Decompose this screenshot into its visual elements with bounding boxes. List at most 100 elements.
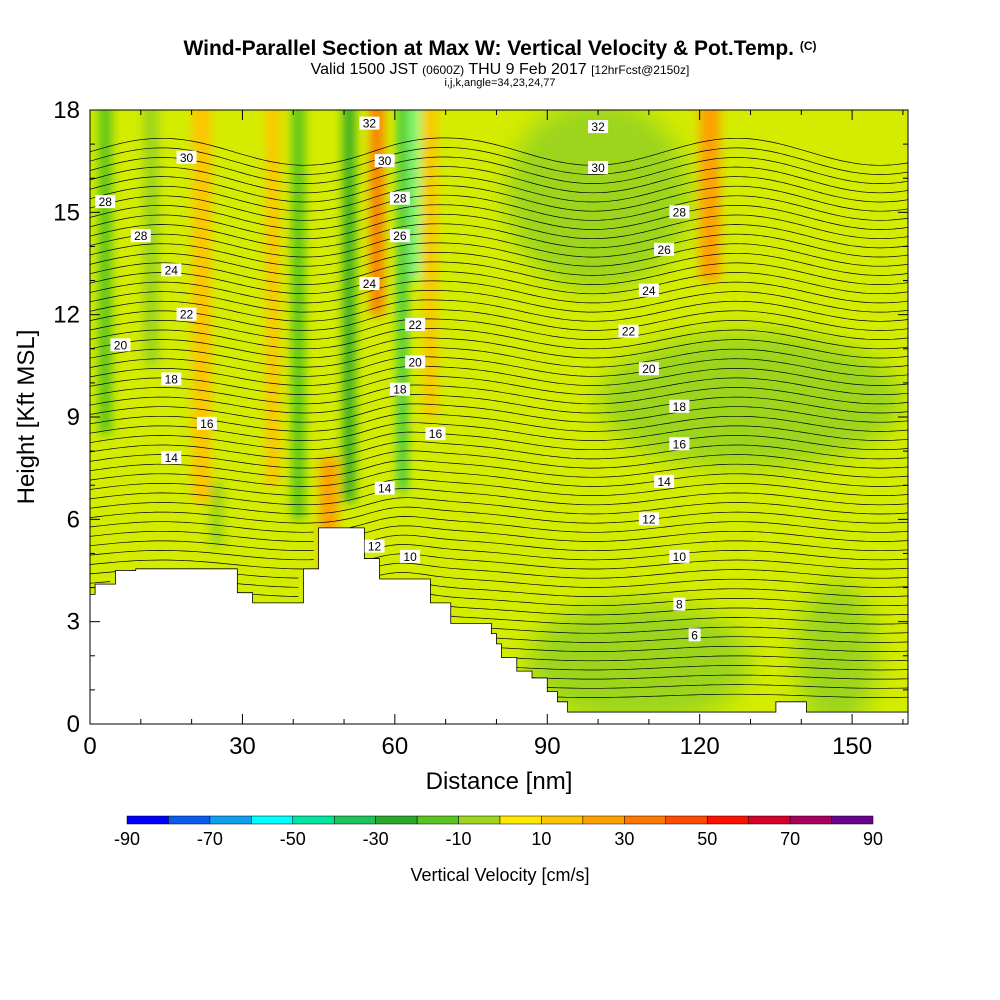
theta-contour	[90, 412, 908, 432]
axis-ticks: 0 30 60 90 120 150 0 3 6 9 12 15 18	[53, 97, 908, 760]
theta-label-text: 32	[363, 117, 377, 131]
theta-label: 16	[669, 437, 690, 451]
theta-contour	[90, 137, 908, 166]
colorbar-swatch	[789, 815, 832, 825]
velocity-band	[192, 110, 211, 503]
colorbar-tick-label: 30	[614, 829, 634, 849]
velocity-band	[398, 110, 407, 493]
theta-label: 20	[405, 355, 426, 369]
colorbar-tick-label: -30	[363, 829, 389, 849]
colorbar-swatch	[416, 815, 459, 825]
theta-label-text: 12	[642, 512, 656, 526]
theta-label-text: 18	[673, 400, 687, 414]
colorbar-swatch	[292, 815, 335, 825]
terrain	[90, 527, 908, 724]
velocity-band	[266, 110, 280, 486]
colorbar-tick-label: 50	[697, 829, 717, 849]
colorbar-swatch	[582, 815, 625, 825]
theta-label-bg	[110, 338, 131, 352]
theta-label: 22	[405, 317, 426, 332]
theta-contour	[90, 375, 908, 396]
colorbar-swatch	[458, 815, 501, 825]
valid-date: THU 9 Feb 2017	[468, 61, 587, 78]
theta-contour	[90, 166, 908, 194]
theta-contour	[90, 403, 908, 423]
theta-label-text: 16	[200, 417, 214, 431]
theta-label: 28	[669, 205, 690, 219]
theta-contour	[90, 299, 908, 322]
theta-label-bg	[654, 242, 675, 256]
theta-contour	[90, 252, 908, 276]
y-tick-label: 15	[53, 199, 80, 226]
colorbar-swatch	[499, 815, 542, 825]
y-tick-label: 12	[53, 302, 80, 329]
theta-label-text: 18	[165, 372, 179, 386]
theta-label: 16	[425, 427, 446, 441]
theta-label-text: 22	[408, 318, 422, 332]
x-axis-label: Distance [nm]	[426, 768, 573, 795]
theta-label: 18	[669, 399, 690, 414]
colorbar-swatch	[665, 815, 708, 825]
theta-contour	[90, 506, 908, 524]
theta-label-bg	[400, 549, 421, 563]
theta-contour	[90, 327, 908, 350]
valid-time: Valid 1500 JST	[310, 61, 418, 78]
chart-title-text: Wind-Parallel Section at Max W: Vertical…	[183, 37, 794, 60]
theta-contour	[90, 422, 908, 441]
theta-contour	[531, 674, 908, 680]
x-tick-label: 60	[381, 733, 408, 760]
theta-label: 28	[95, 195, 116, 209]
y-tick-label: 18	[53, 97, 80, 124]
theta-contour	[90, 469, 908, 487]
colorbar-swatch	[209, 815, 252, 825]
theta-label-bg	[669, 437, 690, 451]
theta-contour	[90, 318, 908, 340]
theta-label-bg	[130, 229, 151, 243]
colorbar-swatch	[831, 815, 874, 825]
theta-label-bg	[176, 150, 197, 164]
theta-label-bg	[161, 450, 182, 464]
theta-label: 28	[130, 229, 151, 243]
theta-label-bg	[654, 474, 675, 488]
theta-label-bg	[688, 628, 701, 642]
theta-contour	[90, 204, 908, 230]
theta-contour	[501, 655, 908, 662]
velocity-region	[506, 110, 690, 291]
valid-utc: (0600Z)	[422, 63, 465, 77]
theta-contour	[496, 636, 908, 643]
theta-contour	[90, 242, 908, 267]
theta-contour	[90, 394, 908, 414]
theta-contour	[501, 645, 908, 652]
colorbar-swatch	[748, 815, 791, 825]
theta-label: 32	[588, 120, 609, 134]
chart-subtitle: Valid 1500 JST (0600Z) THU 9 Feb 2017 [1…	[0, 61, 1000, 79]
theta-label-text: 22	[622, 325, 636, 339]
theta-contour	[90, 431, 908, 451]
theta-label-bg	[638, 512, 659, 526]
section-params: i,j,k,angle=34,23,24,77	[444, 77, 556, 89]
theta-label-bg	[359, 116, 380, 130]
theta-label: 16	[196, 416, 217, 431]
theta-label: 30	[374, 154, 395, 168]
colorbar-tick-label: -10	[446, 829, 472, 849]
theta-label: 12	[638, 512, 659, 526]
theta-label: 22	[176, 307, 197, 322]
theta-contour	[90, 346, 908, 368]
theta-label: 24	[638, 283, 659, 298]
theta-contour	[90, 365, 908, 386]
theta-contour	[90, 290, 908, 313]
y-tick-label: 3	[67, 609, 80, 636]
theta-label-text: 28	[99, 195, 113, 209]
chart-title: Wind-Parallel Section at Max W: Vertical…	[0, 37, 1000, 61]
colorbar-label: Vertical Velocity [cm/s]	[410, 865, 589, 885]
theta-label: 26	[654, 242, 675, 257]
theta-label-bg	[374, 481, 395, 495]
theta-label-text: 20	[114, 338, 128, 352]
y-tick-label: 6	[67, 506, 80, 533]
colorbar-swatch	[251, 815, 294, 825]
velocity-band	[291, 110, 305, 520]
colorbar-tick-label: 70	[780, 829, 800, 849]
theta-label-bg	[588, 160, 609, 174]
theta-label-text: 12	[368, 540, 382, 554]
